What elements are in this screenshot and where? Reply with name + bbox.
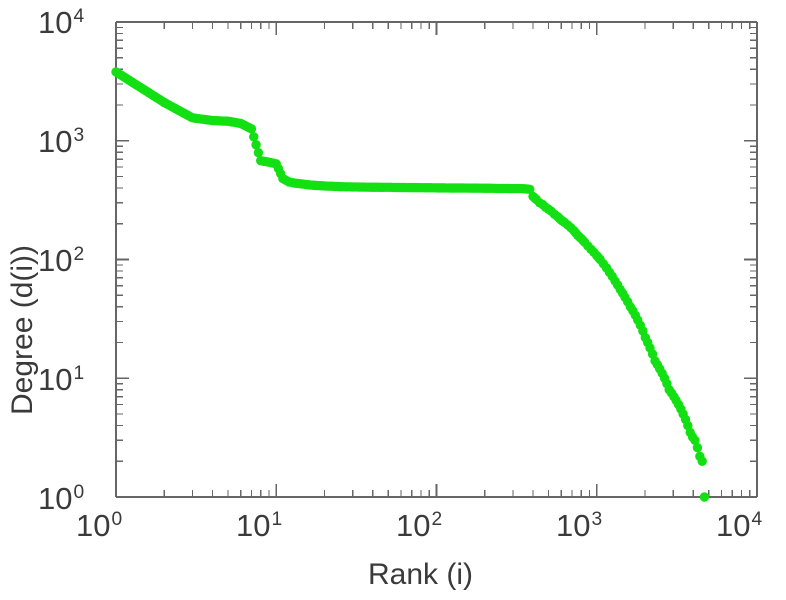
x-tick-label-10p4: 104 bbox=[716, 508, 763, 543]
axis-ticks bbox=[115, 21, 758, 498]
x-axis-title: Rank (i) bbox=[368, 558, 474, 591]
data-points bbox=[111, 67, 710, 502]
x-tick-label-10p2: 102 bbox=[396, 508, 443, 543]
y-tick-label-10p1: 101 bbox=[38, 362, 85, 397]
axis-frame bbox=[115, 21, 758, 498]
x-tick-label-10p1: 101 bbox=[236, 508, 283, 543]
y-tick-label-10p0: 100 bbox=[38, 481, 85, 516]
y-tick-label-10p4: 104 bbox=[38, 5, 85, 40]
y-tick-label-10p2: 102 bbox=[38, 243, 85, 278]
y-tick-label-10p3: 103 bbox=[38, 124, 85, 159]
x-tick-label-10p3: 103 bbox=[556, 508, 603, 543]
x-tick-label-10p0: 100 bbox=[76, 508, 123, 543]
y-axis-title: Degree (d(i)) bbox=[6, 244, 39, 415]
